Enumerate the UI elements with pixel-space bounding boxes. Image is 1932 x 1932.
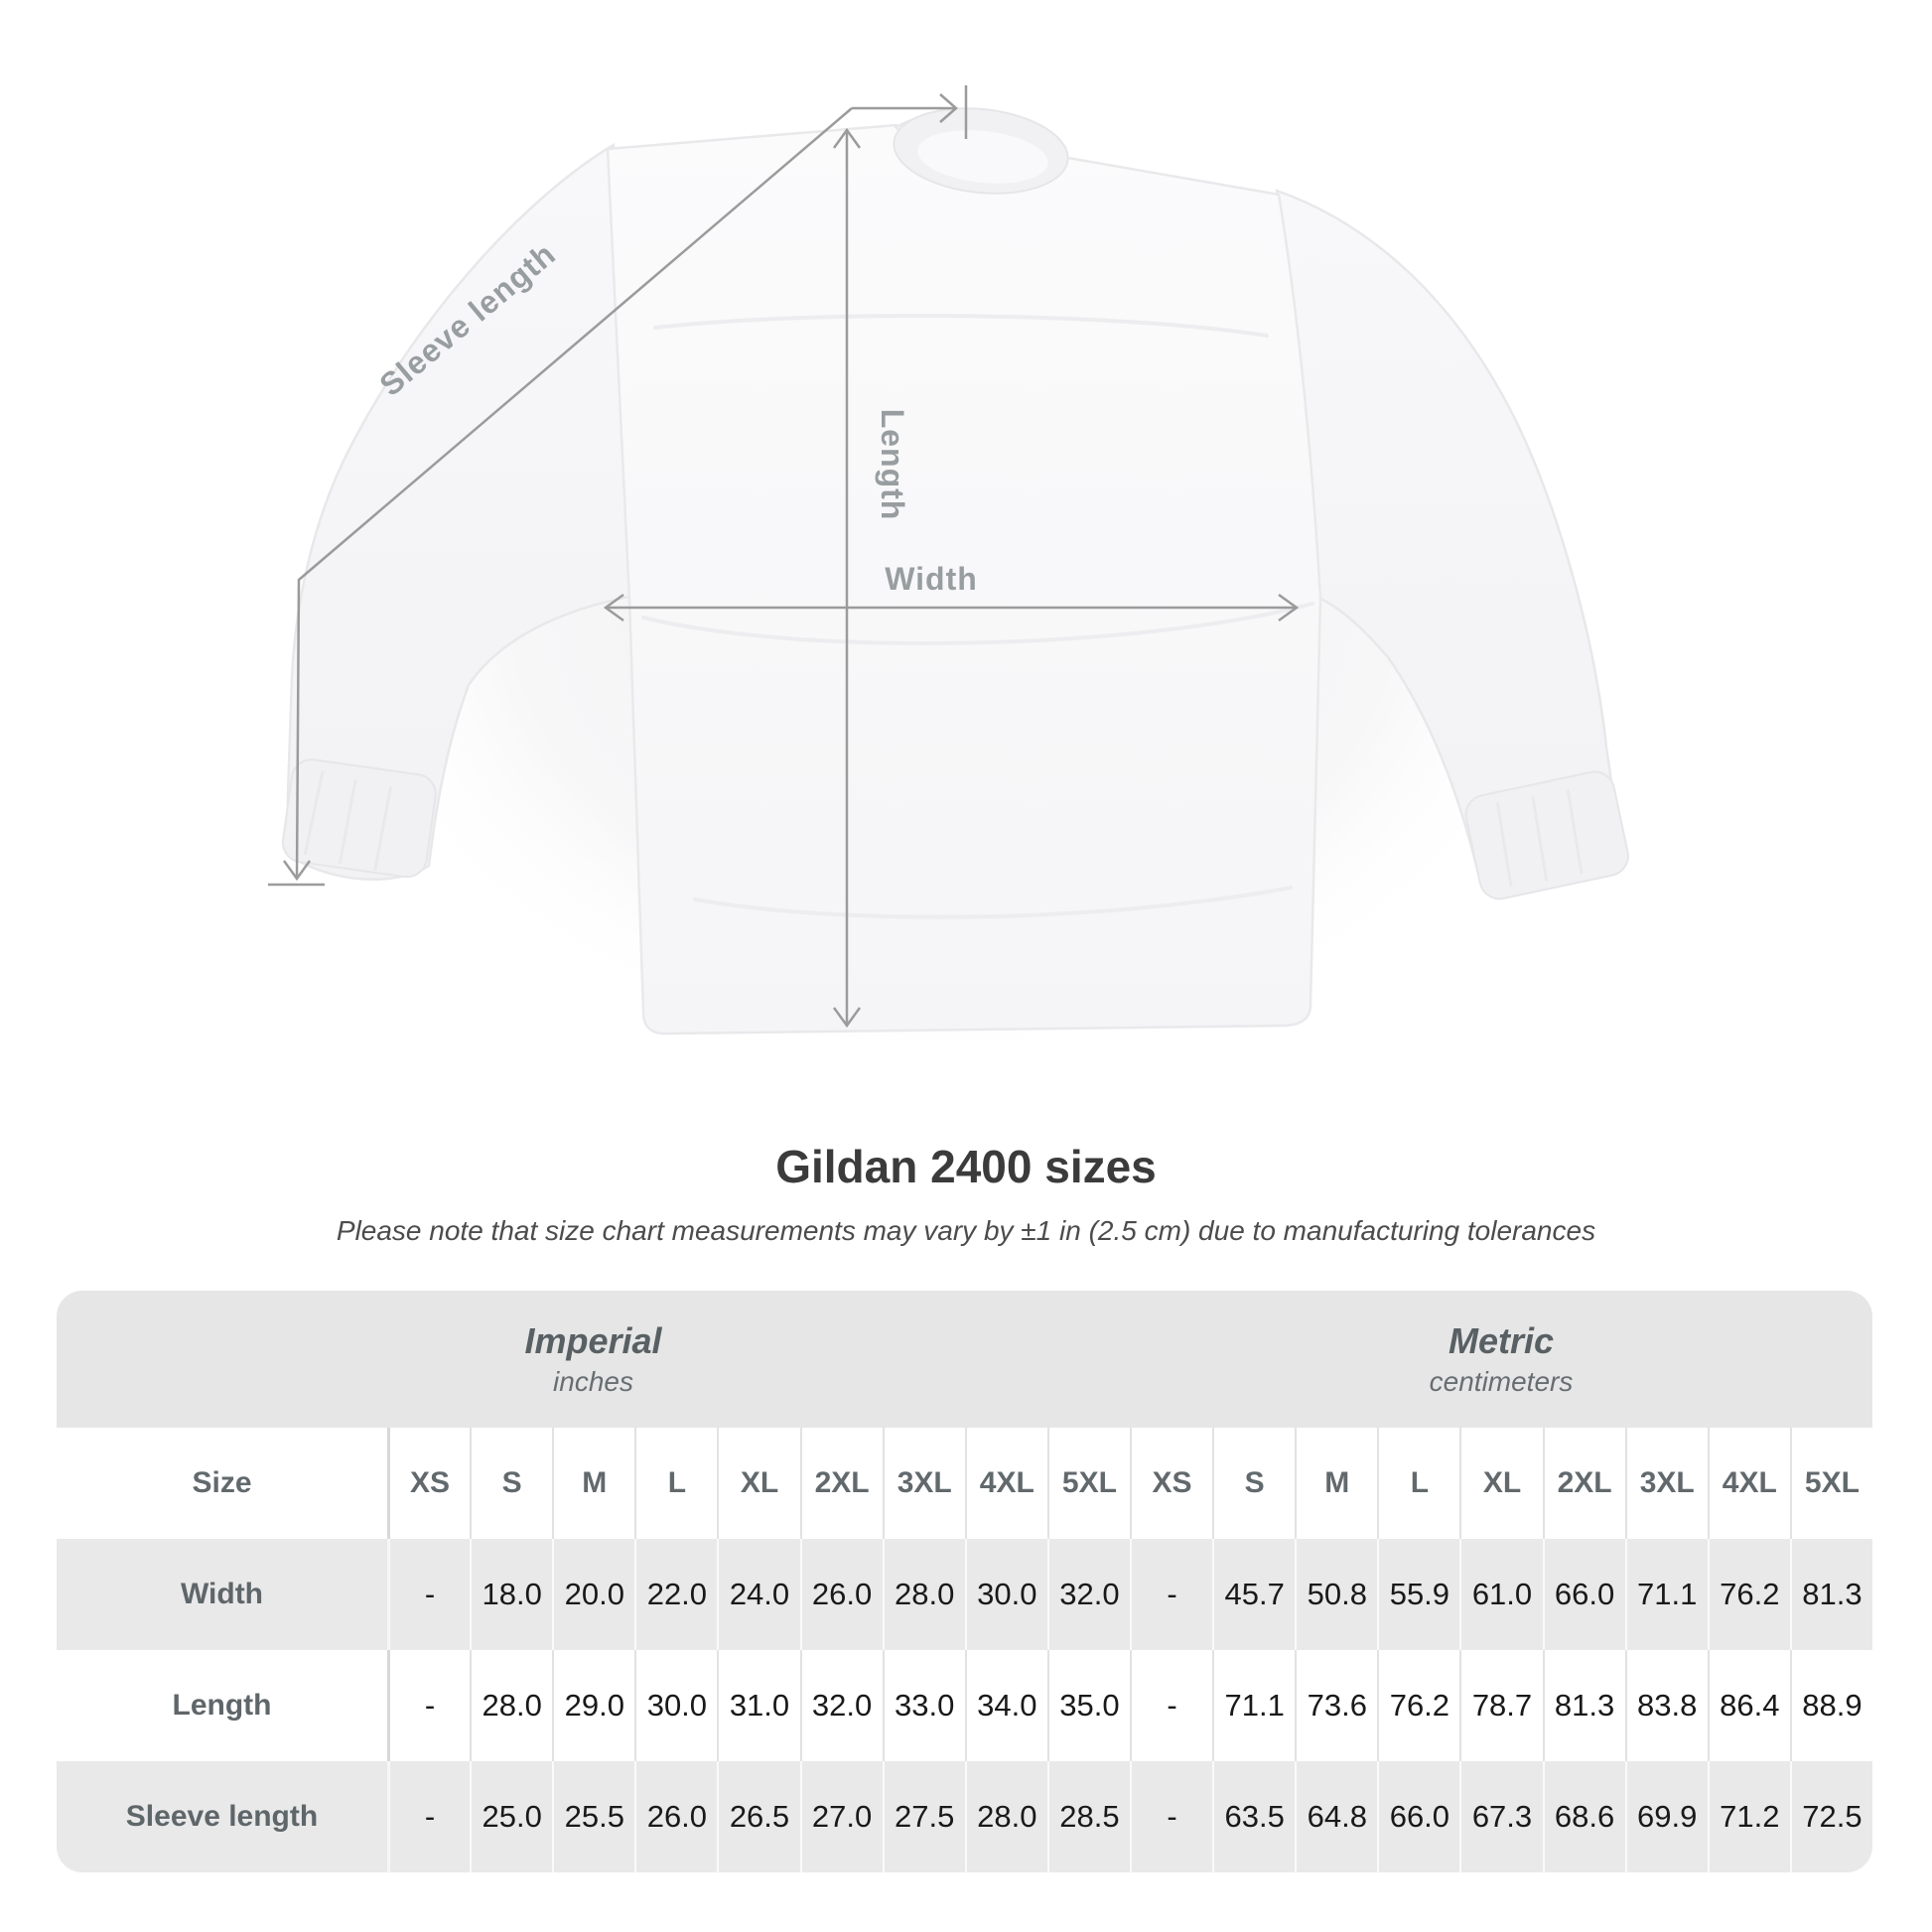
size-column-header: L bbox=[634, 1428, 718, 1539]
size-table: Imperial inches Metric centimeters Size … bbox=[57, 1291, 1872, 1872]
size-value-cell: 25.5 bbox=[552, 1761, 635, 1872]
size-value-cell: 34.0 bbox=[964, 1650, 1047, 1761]
size-value-cell: 81.3 bbox=[1542, 1650, 1625, 1761]
size-column-header: 2XL bbox=[1542, 1428, 1625, 1539]
size-value-cell: 61.0 bbox=[1459, 1539, 1543, 1650]
imperial-subtitle: inches bbox=[553, 1366, 633, 1397]
size-value-cell: 28.0 bbox=[964, 1761, 1047, 1872]
size-value-cell: 31.0 bbox=[717, 1650, 800, 1761]
size-column-header: 4XL bbox=[964, 1428, 1047, 1539]
size-value-cell: 33.0 bbox=[882, 1650, 965, 1761]
size-value-cell: 64.8 bbox=[1295, 1761, 1378, 1872]
row-label-width: Width bbox=[57, 1539, 387, 1650]
size-value-cell: 63.5 bbox=[1212, 1761, 1296, 1872]
size-value-cell: 26.0 bbox=[634, 1761, 718, 1872]
size-value-cell: 27.0 bbox=[799, 1761, 883, 1872]
size-value-cell: 76.2 bbox=[1707, 1539, 1790, 1650]
size-value-cell: 26.5 bbox=[717, 1761, 800, 1872]
size-value-cell: 50.8 bbox=[1295, 1539, 1378, 1650]
size-value-cell: 55.9 bbox=[1377, 1539, 1460, 1650]
sleeve-length-measure-line bbox=[268, 85, 968, 887]
size-value-cell: 20.0 bbox=[552, 1539, 635, 1650]
size-column-header: 5XL bbox=[1046, 1428, 1130, 1539]
shirt-left-cuff bbox=[281, 759, 437, 879]
size-value-cell: 28.5 bbox=[1046, 1761, 1130, 1872]
size-value-cell: 86.4 bbox=[1707, 1650, 1790, 1761]
size-value-cell: 28.0 bbox=[882, 1539, 965, 1650]
size-value-cell: - bbox=[1130, 1539, 1213, 1650]
size-column-header: 3XL bbox=[882, 1428, 965, 1539]
size-value-cell: 66.0 bbox=[1377, 1761, 1460, 1872]
size-value-cell: 32.0 bbox=[1046, 1539, 1130, 1650]
size-value-cell: 88.9 bbox=[1789, 1650, 1872, 1761]
size-value-cell: 78.7 bbox=[1459, 1650, 1543, 1761]
heading-block: Gildan 2400 sizes Please note that size … bbox=[0, 1140, 1932, 1247]
length-measure-line bbox=[832, 127, 862, 1029]
size-value-cell: 30.0 bbox=[634, 1650, 718, 1761]
size-chart-title: Gildan 2400 sizes bbox=[775, 1141, 1157, 1192]
size-column-header: S bbox=[470, 1428, 553, 1539]
size-value-cell: 76.2 bbox=[1377, 1650, 1460, 1761]
size-column-header: 4XL bbox=[1707, 1428, 1790, 1539]
width-measure-line bbox=[603, 593, 1300, 622]
size-value-cell: 32.0 bbox=[799, 1650, 883, 1761]
size-value-cell: 18.0 bbox=[470, 1539, 553, 1650]
size-value-cell: 68.6 bbox=[1542, 1761, 1625, 1872]
size-value-cell: 71.2 bbox=[1707, 1761, 1790, 1872]
size-value-cell: - bbox=[387, 1761, 471, 1872]
metric-header: Metric centimeters bbox=[1130, 1291, 1872, 1428]
size-value-cell: 72.5 bbox=[1789, 1761, 1872, 1872]
tolerance-note: Please note that size chart measurements… bbox=[336, 1215, 1596, 1246]
size-value-cell: - bbox=[387, 1539, 471, 1650]
shirt-diagram: Sleeve length Length Width bbox=[268, 85, 1629, 1072]
size-value-cell: 27.5 bbox=[882, 1761, 965, 1872]
size-value-cell: 45.7 bbox=[1212, 1539, 1296, 1650]
row-label-sleeve-length: Sleeve length bbox=[57, 1761, 387, 1872]
size-value-cell: 73.6 bbox=[1295, 1650, 1378, 1761]
metric-title: Metric bbox=[1448, 1320, 1555, 1361]
shirt-collar bbox=[893, 107, 1069, 195]
size-value-cell: 71.1 bbox=[1624, 1539, 1708, 1650]
size-value-cell: 29.0 bbox=[552, 1650, 635, 1761]
imperial-title: Imperial bbox=[524, 1320, 662, 1361]
size-value-cell: 26.0 bbox=[799, 1539, 883, 1650]
size-value-cell: 71.1 bbox=[1212, 1650, 1296, 1761]
size-column-header: 3XL bbox=[1624, 1428, 1708, 1539]
size-value-cell: - bbox=[1130, 1761, 1213, 1872]
size-column-header: S bbox=[1212, 1428, 1296, 1539]
row-label-length: Length bbox=[57, 1650, 387, 1761]
shirt-folds bbox=[641, 314, 1314, 919]
size-value-cell: 67.3 bbox=[1459, 1761, 1543, 1872]
shirt-right-cuff bbox=[1464, 770, 1629, 900]
size-column-header: XL bbox=[1459, 1428, 1543, 1539]
size-value-cell: 22.0 bbox=[634, 1539, 718, 1650]
size-value-cell: 66.0 bbox=[1542, 1539, 1625, 1650]
size-column-header: M bbox=[1295, 1428, 1378, 1539]
size-column-header: XS bbox=[387, 1428, 471, 1539]
size-value-cell: 69.9 bbox=[1624, 1761, 1708, 1872]
size-grid: Size XS S M L XL 2XL 3XL 4XL 5XL XS S M … bbox=[57, 1428, 1872, 1872]
unit-header-band: Imperial inches Metric centimeters bbox=[57, 1291, 1872, 1428]
size-value-cell: 35.0 bbox=[1046, 1650, 1130, 1761]
size-value-cell: 81.3 bbox=[1789, 1539, 1872, 1650]
size-value-cell: 28.0 bbox=[470, 1650, 553, 1761]
size-column-header: XL bbox=[717, 1428, 800, 1539]
size-column-header: 5XL bbox=[1789, 1428, 1872, 1539]
size-value-cell: 24.0 bbox=[717, 1539, 800, 1650]
metric-subtitle: centimeters bbox=[1429, 1366, 1574, 1397]
size-column-header: XS bbox=[1130, 1428, 1213, 1539]
width-label: Width bbox=[885, 561, 978, 597]
size-column-header: 2XL bbox=[799, 1428, 883, 1539]
size-column-header: L bbox=[1377, 1428, 1460, 1539]
size-value-cell: - bbox=[387, 1650, 471, 1761]
size-column-label: Size bbox=[57, 1428, 387, 1539]
size-value-cell: - bbox=[1130, 1650, 1213, 1761]
size-value-cell: 83.8 bbox=[1624, 1650, 1708, 1761]
size-value-cell: 30.0 bbox=[964, 1539, 1047, 1650]
size-column-header: M bbox=[552, 1428, 635, 1539]
imperial-header: Imperial inches bbox=[57, 1291, 1130, 1428]
length-label: Length bbox=[875, 409, 910, 521]
size-value-cell: 25.0 bbox=[470, 1761, 553, 1872]
